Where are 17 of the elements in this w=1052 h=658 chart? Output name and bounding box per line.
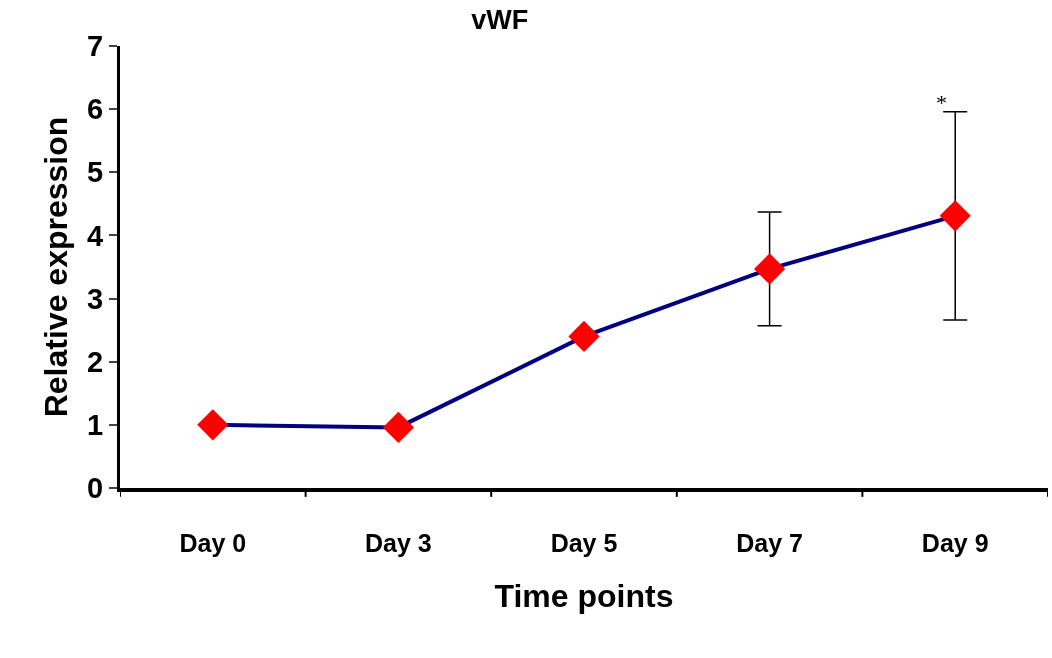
x-tick-label: Day 7 bbox=[736, 529, 803, 557]
x-tick-label: Day 3 bbox=[365, 529, 432, 557]
chart-title: vWF bbox=[471, 4, 529, 35]
x-axis-title: Time points bbox=[494, 578, 674, 615]
y-tick-label: 4 bbox=[87, 219, 104, 252]
y-tick-label: 1 bbox=[87, 409, 104, 442]
y-tick-label: 0 bbox=[87, 472, 104, 505]
x-tick-label: Day 5 bbox=[550, 529, 618, 557]
y-tick-label: 2 bbox=[87, 345, 104, 378]
annotation: * bbox=[936, 90, 947, 115]
y-tick-label: 5 bbox=[87, 156, 104, 189]
y-tick-label: 3 bbox=[87, 282, 104, 315]
y-axis-title: Relative expression bbox=[38, 116, 75, 418]
y-tick-label: 7 bbox=[87, 30, 104, 63]
x-tick-label: Day 9 bbox=[921, 529, 989, 557]
x-tick-label: Day 0 bbox=[179, 529, 247, 557]
y-tick-label: 6 bbox=[87, 93, 104, 126]
